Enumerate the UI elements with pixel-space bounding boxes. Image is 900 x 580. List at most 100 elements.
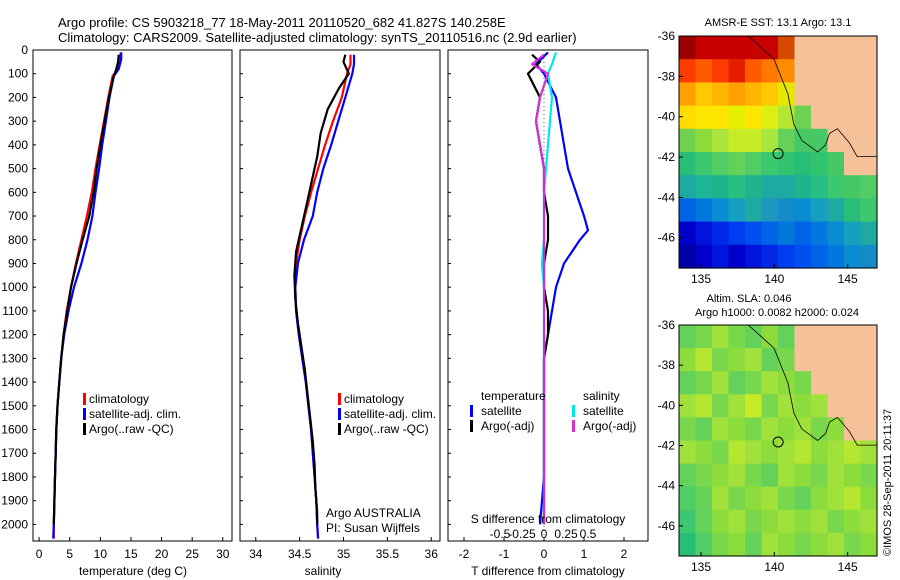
map-cell: [794, 198, 812, 223]
map-cell: [712, 486, 730, 511]
map-cell: [745, 371, 763, 395]
map-cell: [778, 175, 796, 199]
map-cell: [827, 59, 845, 83]
map-cell: [761, 152, 779, 176]
map-cell: [695, 348, 713, 372]
map-cell: [811, 463, 829, 488]
coastline: [748, 35, 877, 158]
map-cell: [794, 244, 812, 269]
map-cell: [679, 59, 697, 83]
map-x-tick-label: 140: [764, 272, 784, 286]
map-cell: [728, 348, 746, 372]
map-cell: [860, 82, 878, 107]
depth-tick-label: 700: [8, 209, 28, 223]
depth-tick-label: 400: [8, 138, 28, 152]
map-cell: [794, 221, 812, 246]
map-cell: [827, 463, 845, 488]
sst-map: -36 -38 -40 -42 -44 -46 135 140 145: [658, 29, 878, 286]
map-cell: [712, 417, 730, 442]
map-cell: [827, 105, 845, 130]
map-cell: [844, 244, 862, 269]
map-cell: [827, 394, 845, 418]
depth-tick-label: 1400: [1, 375, 28, 389]
map-cell: [860, 221, 878, 246]
difference-panel-frame: [447, 49, 649, 542]
map-cell: [728, 371, 746, 395]
map-cell: [745, 348, 763, 372]
legend-satellite-clim: satellite-adj. clim.: [344, 407, 436, 421]
legend-swatch-climatology: [338, 393, 341, 405]
map-cell: [794, 152, 812, 176]
map-x-tick-label: 135: [691, 272, 711, 286]
map-cell: [811, 105, 829, 130]
map-cell: [778, 221, 796, 246]
map-cell: [695, 82, 713, 107]
map-cell: [844, 325, 862, 349]
map-cell: [745, 36, 763, 60]
map-cell: [778, 244, 796, 269]
map-cell: [679, 371, 697, 395]
map-cell: [778, 417, 796, 442]
map-cell: [794, 348, 812, 372]
map-cell: [794, 105, 812, 130]
header-line1: Argo profile: CS 5903218_77 18-May-2011 …: [58, 15, 506, 30]
x-axis-label: salinity: [305, 564, 342, 578]
map-cell: [695, 128, 713, 153]
map-cell: [745, 198, 763, 223]
map-cell: [712, 36, 730, 60]
coastline: [748, 324, 877, 446]
pi-label: PI: Susan Wijffels: [326, 521, 420, 535]
altim-line1: Altim. SLA: 0.046: [707, 293, 792, 305]
map-cell: [860, 509, 878, 534]
map-cell: [844, 175, 862, 199]
map-cell: [695, 198, 713, 223]
map-cell: [811, 348, 829, 372]
map-cell: [811, 152, 829, 176]
map-cell: [827, 486, 845, 511]
map-cell: [844, 440, 862, 465]
map-y-tick-label: -44: [658, 479, 676, 493]
map-cell: [811, 82, 829, 107]
map-cell: [745, 325, 763, 349]
map-cell: [712, 198, 730, 223]
map-cell: [679, 105, 697, 130]
legend-temp-satellite: satellite: [481, 404, 522, 418]
map-y-tick-label: -42: [658, 150, 676, 164]
map-cell: [745, 128, 763, 153]
map-cell: [728, 244, 746, 269]
map-cell: [844, 532, 862, 557]
legend-swatch-argo: [83, 423, 86, 435]
legend-swatch-argo: [338, 423, 341, 435]
map-cell: [778, 36, 796, 60]
map-cell: [778, 532, 796, 557]
map-cell: [695, 244, 713, 269]
map-cell: [745, 175, 763, 199]
map-cell: [844, 463, 862, 488]
depth-tick-label: 1100: [2, 304, 28, 318]
sla-map: -36 -38 -40 -42 -44 -46 135 140 145: [658, 318, 878, 574]
map-cell: [712, 105, 730, 130]
x-tick-label: 10: [94, 547, 108, 561]
map-cell: [860, 348, 878, 372]
map-cell: [827, 244, 845, 269]
map-cell: [745, 244, 763, 269]
map-cell: [844, 221, 862, 246]
map-x-tick-label: 140: [764, 560, 784, 574]
depth-tick-label: 900: [8, 256, 28, 270]
map-cell: [811, 325, 829, 349]
map-y-tick-label: -42: [658, 439, 676, 453]
map-cell: [811, 36, 829, 60]
map-cell: [728, 82, 746, 107]
map-cell: [827, 371, 845, 395]
s-tick-label: -0.25: [508, 527, 536, 541]
map-cell: [728, 486, 746, 511]
legend-swatch-sal-argo: [572, 420, 575, 432]
map-cell: [695, 417, 713, 442]
legend-argo-raw: Argo(..raw -QC): [344, 422, 429, 436]
map-cell: [778, 486, 796, 511]
series-line-argo-raw-qc: [52, 54, 120, 525]
map-cell: [827, 509, 845, 534]
difference-legend: temperature salinity satellite satellite…: [470, 389, 636, 433]
map-cell: [745, 509, 763, 534]
map-cell: [778, 59, 796, 83]
